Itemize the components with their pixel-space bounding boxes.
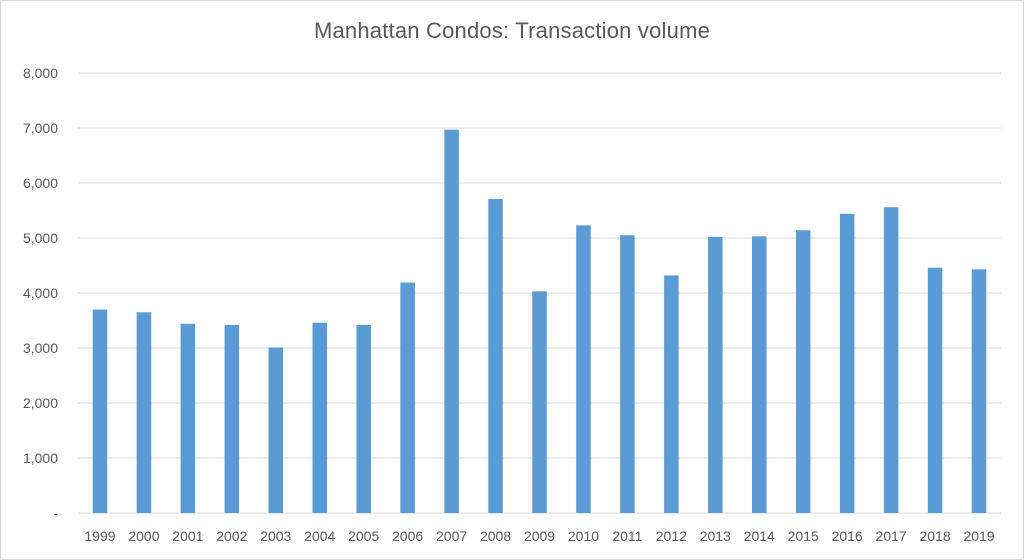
bar-2008 <box>488 198 503 513</box>
x-axis-ticks: 1999 2000 2001 2002 2003 2004 2005 2006 2007 2008… <box>84 528 994 544</box>
x-tick-label: 2012 <box>656 528 687 544</box>
bar-2016 <box>839 213 855 514</box>
y-tick-label: 3,000 <box>23 340 58 356</box>
y-tick-label: 6,000 <box>23 175 58 191</box>
x-tick-label: 2003 <box>260 528 291 544</box>
bar-2019 <box>971 269 987 513</box>
x-tick-label: 2009 <box>524 528 555 544</box>
x-tick-label: 2016 <box>832 528 863 544</box>
y-tick-label: 7,000 <box>23 120 58 136</box>
chart-title: Manhattan Condos: Transaction volume <box>313 18 711 43</box>
x-tick-label: 1999 <box>84 528 115 544</box>
x-tick-label: 2011 <box>612 528 642 544</box>
bar-2007 <box>444 129 459 513</box>
bar-2001 <box>180 323 196 513</box>
bar-2015 <box>795 230 811 514</box>
bar-2003 <box>268 347 284 513</box>
x-tick-label: 2015 <box>788 528 819 544</box>
x-tick-label: 2004 <box>304 528 335 544</box>
x-tick-label: 2002 <box>216 528 247 544</box>
bar-2011 <box>620 235 635 513</box>
y-tick-label: 4,000 <box>23 285 58 301</box>
x-tick-label: 2006 <box>392 528 423 544</box>
x-tick-label: 2010 <box>568 528 599 544</box>
y-tick-label: - <box>53 505 58 521</box>
y-axis-ticks: - 1,000 2,000 3,000 4,000 5,000 6,000 7,000 8,00… <box>23 65 58 521</box>
bars <box>92 129 987 514</box>
bar-2014 <box>752 236 767 513</box>
bar-2013 <box>708 236 723 513</box>
bar-1999 <box>92 309 108 513</box>
y-tick-label: 5,000 <box>23 230 58 246</box>
bar-2018 <box>927 267 943 513</box>
bar-2009 <box>532 291 547 513</box>
x-tick-label: 2005 <box>348 528 379 544</box>
y-tick-label: 2,000 <box>23 395 58 411</box>
x-tick-label: 2000 <box>128 528 159 544</box>
bar-2005 <box>356 324 371 513</box>
x-tick-label: 2017 <box>876 528 907 544</box>
bar-2017 <box>883 207 899 513</box>
x-tick-label: 2019 <box>963 528 994 544</box>
y-tick-label: 8,000 <box>23 65 58 81</box>
x-tick-label: 2018 <box>919 528 950 544</box>
bar-2006 <box>400 282 415 513</box>
bar-2000 <box>136 312 152 513</box>
x-tick-label: 2008 <box>480 528 511 544</box>
bar-2010 <box>576 225 591 513</box>
y-tick-label: 1,000 <box>23 450 58 466</box>
x-tick-label: 2014 <box>744 528 775 544</box>
x-tick-label: 2007 <box>436 528 467 544</box>
bar-2012 <box>664 275 679 513</box>
x-tick-label: 2001 <box>172 528 203 544</box>
bar-2004 <box>312 322 327 513</box>
bar-2002 <box>224 324 240 513</box>
x-tick-label: 2013 <box>700 528 731 544</box>
